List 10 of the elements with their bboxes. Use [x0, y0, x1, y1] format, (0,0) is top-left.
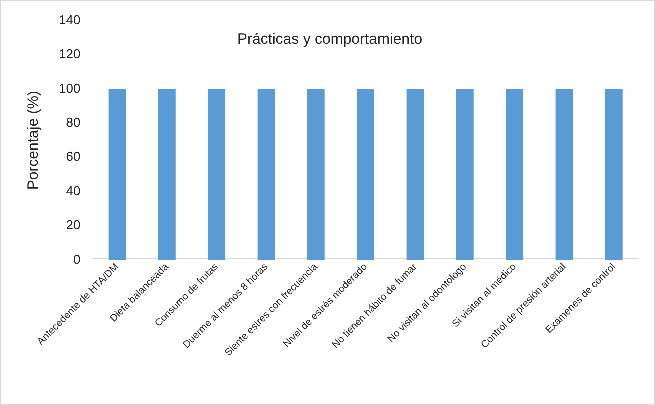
y-tick-label: 60 — [66, 149, 81, 164]
text: Prácticas y comportamiento — [237, 30, 423, 48]
y-tick-label: 80 — [66, 115, 81, 130]
y-tick-label: 40 — [66, 183, 81, 198]
y-tick-label: 120 — [58, 46, 81, 62]
y-tick-label: 140 — [58, 12, 81, 28]
y-tick-label: 20 — [66, 218, 81, 233]
y-axis-title: Porcentaje (%) — [25, 90, 42, 190]
y-tick-label: 0 — [73, 252, 81, 267]
y-tick-label: 100 — [58, 80, 81, 96]
